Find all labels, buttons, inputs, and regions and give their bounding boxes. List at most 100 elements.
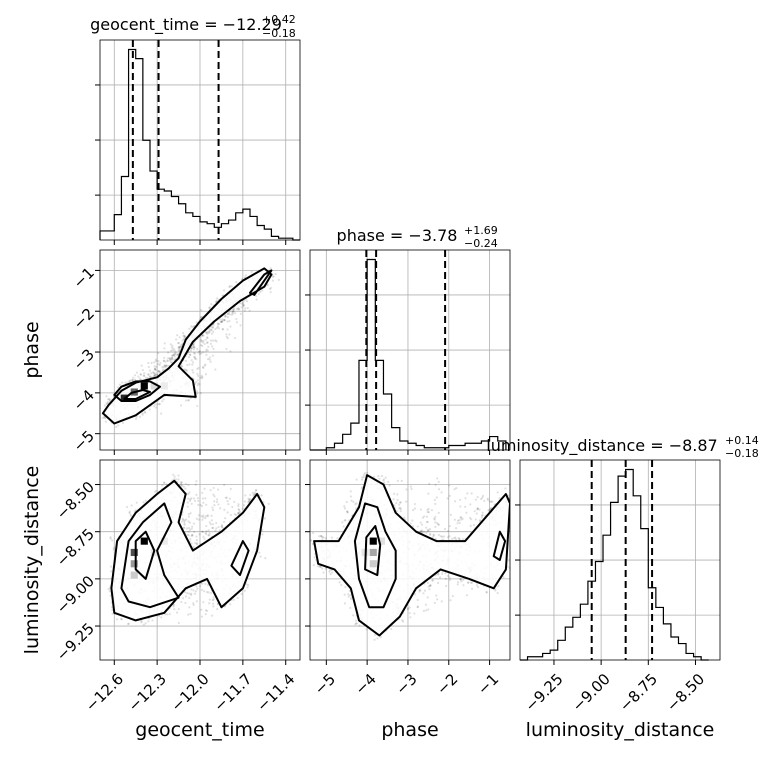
scatter-point — [374, 633, 377, 636]
scatter-point — [263, 517, 267, 520]
scatter-point — [433, 534, 436, 537]
scatter-point — [196, 379, 199, 382]
scatter-point — [365, 628, 368, 631]
scatter-point — [168, 612, 171, 616]
x-tick-label: −8.75 — [616, 670, 661, 715]
scatter-point — [345, 500, 348, 504]
density-cell — [140, 382, 148, 390]
scatter-point — [239, 312, 242, 315]
scatter-point — [405, 488, 408, 491]
x-tick-label: −12.6 — [82, 670, 127, 715]
scatter-point — [106, 402, 109, 405]
scatter-point — [162, 481, 166, 484]
scatter-point — [229, 603, 232, 606]
scatter-point — [215, 498, 219, 501]
scatter-point — [162, 359, 165, 362]
scatter-point — [366, 471, 369, 475]
scatter-point — [218, 529, 221, 532]
scatter-point — [201, 334, 204, 338]
scatter-point — [176, 334, 179, 337]
scatter-point — [243, 309, 247, 312]
density-cell — [369, 560, 377, 568]
scatter-point — [224, 496, 227, 499]
scatter-point — [200, 352, 203, 355]
scatter-point — [344, 519, 347, 522]
scatter-point — [238, 308, 241, 311]
scatter-point — [130, 504, 133, 507]
scatter-point — [481, 514, 484, 517]
scatter-point — [109, 594, 112, 597]
scatter-point — [409, 616, 412, 619]
scatter-point — [188, 521, 192, 524]
scatter-point — [310, 539, 313, 542]
scatter-point — [183, 334, 186, 337]
scatter-point — [191, 369, 194, 372]
scatter-point — [180, 482, 183, 485]
scatter-point — [206, 332, 209, 335]
scatter-point — [190, 527, 193, 530]
scatter-point — [204, 363, 207, 366]
scatter-point — [192, 522, 196, 525]
panel-phase-vs-luminosity_distance: −5 −4 −3 −2 −1 — [305, 459, 511, 698]
scatter-point — [204, 613, 207, 616]
scatter-point — [193, 357, 197, 360]
scatter-point — [208, 356, 211, 359]
scatter-point — [189, 512, 192, 515]
scatter-point — [195, 535, 198, 538]
scatter-point — [184, 359, 188, 363]
scatter-point — [201, 375, 204, 379]
scatter-point — [221, 294, 224, 297]
scatter-point — [105, 395, 108, 398]
scatter-point — [504, 487, 507, 490]
scatter-point — [188, 363, 191, 366]
scatter-point — [399, 501, 402, 504]
plot-area — [310, 471, 510, 641]
scatter-point — [421, 516, 424, 519]
scatter-point — [206, 336, 209, 340]
scatter-point — [190, 347, 193, 350]
scatter-point — [195, 390, 199, 393]
scatter-point — [447, 529, 450, 533]
scatter-point — [95, 414, 97, 416]
scatter-point — [211, 526, 215, 530]
scatter-point — [163, 347, 166, 350]
scatter-point — [223, 319, 226, 322]
scatter-point — [460, 518, 463, 521]
scatter-point — [197, 374, 200, 377]
scatter-point — [436, 477, 439, 480]
scatter-point — [427, 608, 430, 611]
scatter-point — [234, 312, 237, 315]
scatter-point — [169, 343, 172, 346]
scatter-point — [157, 362, 160, 366]
scatter-point — [347, 593, 350, 596]
scatter-point — [107, 588, 110, 591]
scatter-point — [192, 545, 195, 548]
scatter-point — [419, 530, 422, 533]
scatter-point — [130, 514, 133, 518]
scatter-point — [247, 497, 250, 500]
scatter-point — [219, 318, 222, 321]
scatter-point — [213, 504, 216, 507]
scatter-point — [373, 638, 376, 641]
scatter-point — [195, 517, 198, 520]
scatter-point — [201, 344, 204, 348]
scatter-point — [153, 365, 156, 368]
scatter-point — [200, 504, 204, 508]
scatter-point — [154, 372, 157, 375]
scatter-point — [472, 524, 476, 527]
scatter-point — [186, 505, 189, 508]
scatter-point — [429, 584, 432, 587]
scatter-point — [485, 590, 488, 593]
scatter-point — [131, 378, 134, 382]
contour-line — [249, 269, 273, 296]
scatter-point — [201, 516, 205, 519]
density-cell — [369, 537, 377, 545]
scatter-point — [235, 280, 238, 284]
scatter-point — [182, 334, 185, 337]
scatter-point — [198, 352, 201, 355]
scatter-point — [223, 508, 226, 511]
scatter-point — [212, 598, 215, 601]
scatter-point — [244, 274, 247, 277]
scatter-point — [240, 592, 243, 596]
scatter-point — [226, 312, 229, 315]
